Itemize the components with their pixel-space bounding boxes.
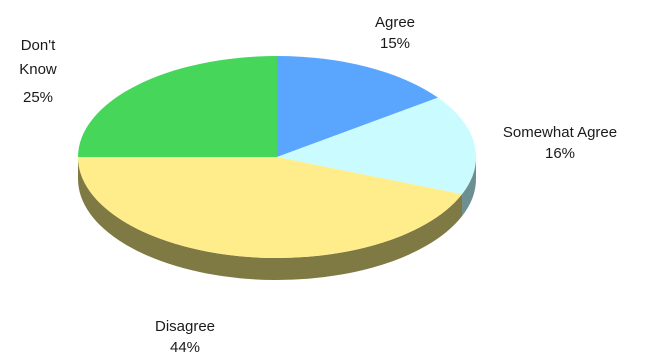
slice-label-disagree: Disagree 44%	[140, 316, 230, 358]
pie-side-disagree	[77, 157, 463, 280]
slice-label-dont-know-value: 25%	[22, 89, 54, 106]
slice-label-dont-know: Don't Know 25%	[0, 34, 76, 110]
slice-label-agree: Agree 15%	[350, 12, 440, 54]
slice-label-somewhat-agree-name: Somewhat Agree	[502, 124, 618, 141]
slice-label-disagree-name: Disagree	[154, 318, 216, 335]
pie-slice-somewhat-agree	[277, 97, 476, 195]
slice-label-disagree-value: 44%	[169, 339, 201, 356]
pie-slice-agree	[277, 56, 438, 157]
slice-label-dont-know-name: Don't Know	[19, 37, 57, 78]
pie-slice-disagree	[77, 157, 463, 259]
pie-tops	[77, 56, 476, 259]
slice-label-somewhat-agree: Somewhat Agree 16%	[470, 122, 650, 164]
slice-label-agree-value: 15%	[379, 35, 411, 52]
slice-label-somewhat-agree-value: 16%	[544, 145, 576, 162]
pie-sides	[77, 157, 476, 280]
pie-slice-don-t-know	[78, 56, 277, 157]
slice-label-agree-name: Agree	[374, 14, 416, 31]
pie-side-somewhat-agree	[462, 157, 476, 217]
